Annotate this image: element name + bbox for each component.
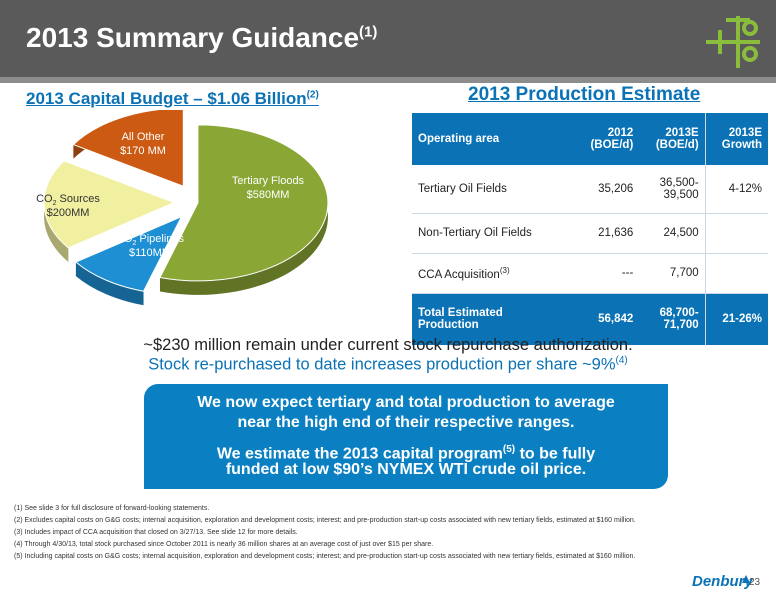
- row-area: Tertiary Oil Fields: [412, 165, 574, 214]
- pie-slice-co2-sources: [43, 160, 176, 263]
- brand-mark-icon: [742, 575, 750, 583]
- pie-value-label: $200MM: [47, 207, 90, 219]
- pie-slice-co2-pipelines: [74, 215, 183, 306]
- table-header-row: Operating area 2012 (BOE/d) 2013E (BOE/d) …: [412, 113, 768, 165]
- pie-slice-all-other: [72, 110, 184, 187]
- row-2012: 21,636: [574, 213, 640, 254]
- total-2012: 56,842: [598, 313, 634, 326]
- banner-line: funded at low $90’s NYMEX WTI crude oil …: [225, 461, 587, 478]
- pie-value-label: $580MM: [247, 189, 290, 201]
- col-growth: 2013E Growth: [704, 113, 768, 165]
- col-operating-area: Operating area: [418, 133, 500, 145]
- pie-label: CO2 Sources: [36, 193, 100, 207]
- pie-label: Tertiary Floods: [232, 175, 305, 187]
- pie-value-label: $110MM: [129, 247, 171, 259]
- footnote: (3) Includes impact of CCA acquisition t…: [14, 529, 298, 536]
- table-row: Tertiary Oil Fields 35,206 36,500- 39,500…: [412, 165, 768, 214]
- footnote: (1) See slide 3 for full disclosure of f…: [14, 505, 210, 512]
- col-2012: 2012 (BOE/d): [590, 127, 634, 151]
- row-2013e: 24,500: [639, 213, 706, 254]
- row-growth: [704, 213, 768, 254]
- banner-line: We estimate the 2013 capital program(5) …: [216, 444, 596, 463]
- repurchase-statement: ~$230 million remain under current stock…: [143, 336, 633, 354]
- pie-slice-co2-pipelines-side: [75, 262, 144, 306]
- footnote: (2) Excludes capital costs on G&G costs;…: [14, 517, 636, 524]
- banner-line: near the high end of their respective ra…: [237, 414, 575, 431]
- row-growth: 4-12%: [704, 165, 768, 214]
- table-row: CCA Acquisition(3) --- 7,700: [412, 253, 768, 294]
- header-divider: [0, 77, 776, 83]
- row-growth: [704, 253, 768, 294]
- banner-line: We now expect tertiary and total product…: [197, 394, 615, 411]
- capital-budget-heading: 2013 Capital Budget – $1.06 Billion(2): [26, 89, 319, 108]
- col-2013e: 2013E (BOE/d): [655, 127, 699, 151]
- pie-slice-all-other-top: [72, 110, 184, 187]
- row-2013e: 7,700: [639, 253, 706, 294]
- footnotes: (1) See slide 3 for full disclosure of f…: [14, 503, 764, 563]
- row-area: CCA Acquisition(3): [412, 253, 574, 294]
- row-2012: 35,206: [574, 165, 640, 214]
- guidance-banner: We now expect tertiary and total product…: [144, 384, 668, 489]
- pie-slice-co2-sources-top: [43, 160, 176, 249]
- footnote: (4) Through 4/30/13, total stock purchas…: [14, 541, 434, 548]
- production-table: Operating area 2012 (BOE/d) 2013E (BOE/d) …: [412, 113, 768, 345]
- total-area: Total Estimated Production: [418, 307, 503, 332]
- pie-slice-tertiary-floods: [159, 124, 329, 295]
- row-2013e: 36,500- 39,500: [639, 165, 706, 214]
- footnote: (5) Including capital costs on G&G costs…: [14, 553, 636, 560]
- slide-title: 2013 Summary Guidance(1): [26, 22, 378, 53]
- pie-value-label: $170 MM: [120, 145, 166, 157]
- production-heading: 2013 Production Estimate: [468, 84, 701, 105]
- pie-slice-tertiary-floods-top: [159, 124, 329, 282]
- total-2013e: 68,700- 71,700: [659, 307, 699, 332]
- total-growth: 21-26%: [704, 293, 768, 345]
- table-row: Non-Tertiary Oil Fields 21,636 24,500: [412, 213, 768, 254]
- row-area: Non-Tertiary Oil Fields: [412, 213, 574, 254]
- pie-label: CO2 Pipelines: [116, 233, 185, 247]
- row-2012: ---: [574, 253, 640, 294]
- table-total-row: Total Estimated Production 56,842 68,700-…: [412, 293, 768, 345]
- capital-budget-pie-chart: Tertiary Floods $580MM CO2 Pipelines$110MM…: [36, 110, 329, 306]
- pie-slice-co2-pipelines-top: [74, 215, 183, 292]
- per-share-statement: Stock re-purchased to date increases pro…: [148, 355, 628, 374]
- brand-logo-text: Denbury: [692, 573, 753, 590]
- header-bar: [0, 0, 776, 77]
- page-number: 23: [749, 577, 761, 588]
- oil-wellhead-logo-icon: [706, 16, 760, 68]
- pie-label: All Other: [122, 131, 165, 143]
